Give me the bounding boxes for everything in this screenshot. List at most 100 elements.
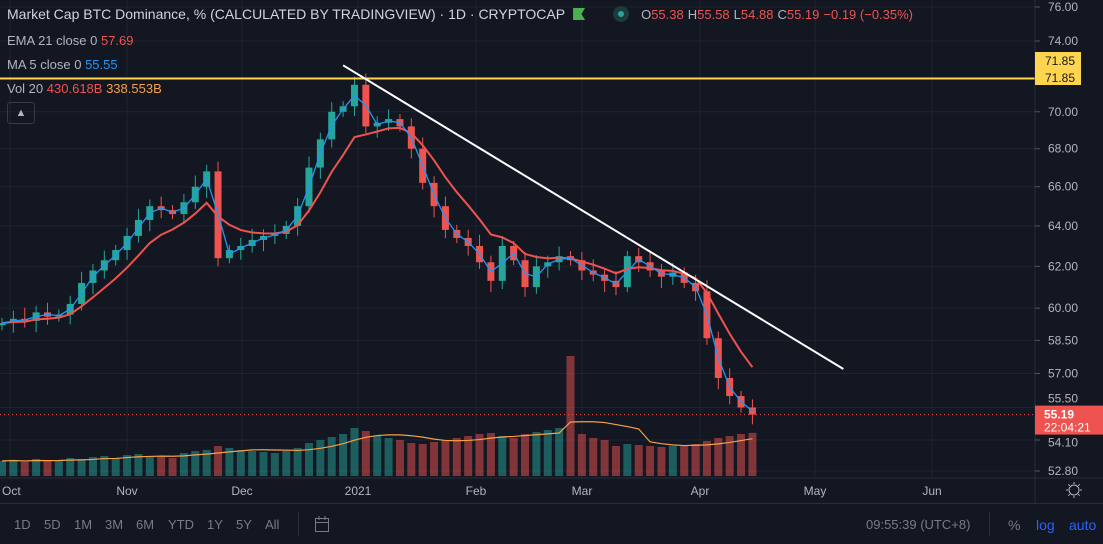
price-tick-label: 57.00 [1048,366,1078,380]
volume-bar [293,448,302,476]
volume-bar [577,434,586,476]
volume-bar [316,440,325,476]
volume-bar [680,445,689,476]
ma-line [1,94,753,412]
volume-bar [430,442,439,476]
volume-bar [498,436,507,476]
range-5d[interactable]: 5D [44,517,61,532]
time-tick-label: Oct [2,484,21,498]
price-tick-label: 60.00 [1048,301,1078,315]
change-value: −0.19 (−0.35%) [823,7,914,22]
volume-bar [100,456,109,476]
time-tick-label: 2021 [345,484,372,498]
volume-bar [737,434,746,476]
volume-bar [270,453,279,476]
ma-label: MA 5 close 0 [7,57,82,72]
range-1m[interactable]: 1M [74,517,93,532]
volume-bar [600,440,609,476]
separator [298,512,299,536]
price-chart[interactable]: 76.00 74.00 70.00 68.00 66.00 64.00 62.00 60.00… [0,0,1103,503]
volume-bar [373,436,382,476]
volume-bar [157,457,166,476]
volume-bar [191,451,200,476]
flag-icon[interactable] [573,8,586,20]
price-tick-label: 64.00 [1048,219,1078,233]
volume-bar [202,450,211,476]
volume-bar [145,456,154,476]
market-status-icon [613,6,630,22]
symbol-title[interactable]: Market Cap BTC Dominance, % (CALCULATED … [7,6,566,22]
volume-bar [248,451,257,476]
volume-bar [395,440,404,476]
volume-bar [168,458,177,476]
volume-bar [43,461,52,476]
settings-gear-icon[interactable] [1066,482,1082,498]
time-tick-label: Nov [116,484,137,498]
range-all[interactable]: All [265,517,280,532]
volume-bar [714,438,723,476]
log-toggle[interactable]: log [1036,517,1055,533]
range-1d[interactable]: 1D [14,517,31,532]
volume-bar [521,434,530,476]
last-price-box [1035,405,1103,435]
high-value: 55.58 [697,7,730,22]
volume-bar [54,460,63,476]
ma-legend[interactable]: MA 5 close 0 55.55 [7,57,118,72]
candles [0,73,756,425]
volume-bar [623,444,632,476]
clock[interactable]: 09:55:39 (UTC+8) [866,517,971,532]
low-label: L [733,7,741,22]
price-tick-label: 76.00 [1048,0,1078,14]
percent-toggle[interactable]: % [1008,517,1021,533]
price-tick-label: 66.00 [1048,180,1078,194]
volume-bar [543,430,552,476]
low-value: 54.88 [740,7,774,22]
volume-bar [691,444,700,476]
chart-legend-header: Market Cap BTC Dominance, % (CALCULATED … [7,6,913,22]
range-6m[interactable]: 6M [136,517,155,532]
range-ytd[interactable]: YTD [168,517,194,532]
volume-bars [0,356,757,476]
volume-bar [20,462,29,476]
range-5y[interactable]: 5Y [236,517,252,532]
trendline [342,64,844,370]
ma-value: 55.55 [85,57,118,72]
volume-bar [350,428,359,476]
price-axis[interactable]: 76.00 74.00 70.00 68.00 66.00 64.00 62.00 60.00… [1034,0,1103,503]
volume-bar [668,446,677,476]
volume-bar [657,447,666,476]
volume-bar [9,460,18,476]
time-axis[interactable]: Oct Nov Dec 2021 Feb Mar Apr May Jun [0,477,1103,498]
volume-bar [179,453,188,476]
volume-bar [339,434,348,476]
ema-legend[interactable]: EMA 21 close 0 57.69 [7,33,134,48]
range-1y[interactable]: 1Y [207,517,223,532]
volume-bar [123,455,132,476]
volume-bar [634,445,643,476]
price-tick-label: 74.00 [1048,34,1078,48]
volume-legend[interactable]: Vol 20 430.618B 338.553B [7,81,162,96]
volume-bar [304,443,313,476]
volume-bar [66,458,75,476]
volume-ma-line [1,421,753,462]
close-label: C [777,7,787,22]
auto-toggle[interactable]: auto [1069,517,1097,533]
volume-bar [418,444,427,476]
volume-bar [282,451,291,476]
volume-bar [77,459,86,476]
volume-bar [509,438,518,476]
countdown-label: 22:04:21 [1044,421,1091,435]
range-3m[interactable]: 3M [105,517,124,532]
volume-bar [111,458,120,476]
volume-bar [748,432,757,476]
volume-bar [452,438,461,476]
volume-bar [259,452,268,476]
goto-date-icon[interactable] [314,515,330,533]
volume-bar [361,431,370,476]
time-tick-label: Dec [231,484,252,498]
volume-bar [0,461,6,476]
close-value: 55.19 [786,7,820,22]
collapse-legend-button[interactable]: ▲ [7,102,35,124]
price-tick-label: 54.10 [1048,436,1078,450]
volume-bar [134,454,143,476]
